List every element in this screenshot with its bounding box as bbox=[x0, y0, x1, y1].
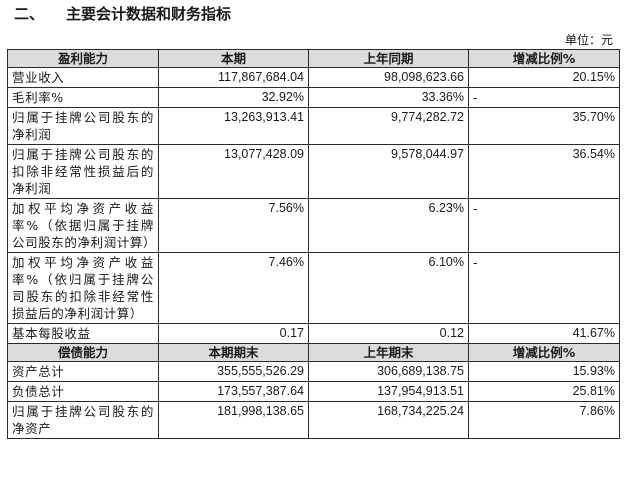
current-value: 13,077,428.09 bbox=[158, 144, 309, 199]
solvency-header-row: 偿债能力 本期期末 上年期末 增减比例% bbox=[7, 343, 620, 362]
current-value: 181,998,138.65 bbox=[158, 401, 309, 439]
table-row: 归属于挂牌公司股东的净利润 13,263,913.41 9,774,282.72… bbox=[7, 107, 620, 145]
change-value: - bbox=[468, 198, 620, 253]
section-number: 二、 bbox=[14, 5, 45, 23]
header-cell: 本期 bbox=[158, 49, 309, 68]
header-cell: 上年期末 bbox=[308, 343, 469, 362]
current-value: 7.46% bbox=[158, 252, 309, 324]
row-label: 毛利率% bbox=[7, 87, 159, 108]
row-label: 基本每股收益 bbox=[7, 323, 159, 344]
profitability-header-row: 盈利能力 本期 上年同期 增减比例% bbox=[7, 49, 620, 68]
current-value: 355,555,526.29 bbox=[158, 361, 309, 382]
current-value: 32.92% bbox=[158, 87, 309, 108]
row-label: 加权平均净资产收益率%（依据归属于挂牌公司股东的净利润计算） bbox=[7, 198, 159, 253]
current-value: 117,867,684.04 bbox=[158, 67, 309, 88]
change-value: 15.93% bbox=[468, 361, 620, 382]
prior-value: 137,954,913.51 bbox=[308, 381, 469, 402]
current-value: 7.56% bbox=[158, 198, 309, 253]
change-value: 36.54% bbox=[468, 144, 620, 199]
current-value: 173,557,387.64 bbox=[158, 381, 309, 402]
table-row: 归属于挂牌公司股东的扣除非经常性损益后的净利润 13,077,428.09 9,… bbox=[7, 144, 620, 199]
header-cell: 增减比例% bbox=[468, 49, 620, 68]
table-row: 归属于挂牌公司股东的净资产 181,998,138.65 168,734,225… bbox=[7, 401, 620, 439]
prior-value: 9,774,282.72 bbox=[308, 107, 469, 145]
prior-value: 306,689,138.75 bbox=[308, 361, 469, 382]
header-cell: 上年同期 bbox=[308, 49, 469, 68]
prior-value: 168,734,225.24 bbox=[308, 401, 469, 439]
section-title: 主要会计数据和财务指标 bbox=[66, 5, 232, 23]
current-value: 0.17 bbox=[158, 323, 309, 344]
change-value: - bbox=[468, 87, 620, 108]
table-row: 加权平均净资产收益率%（依归属于挂牌公司股东的扣除非经常性损益后的净利润计算） … bbox=[7, 252, 620, 324]
row-label: 归属于挂牌公司股东的净利润 bbox=[7, 107, 159, 145]
header-cell: 偿债能力 bbox=[7, 343, 159, 362]
change-value: 25.81% bbox=[468, 381, 620, 402]
prior-value: 9,578,044.97 bbox=[308, 144, 469, 199]
header-cell: 本期期末 bbox=[158, 343, 309, 362]
table-row: 毛利率% 32.92% 33.36% - bbox=[7, 87, 620, 108]
change-value: 20.15% bbox=[468, 67, 620, 88]
change-value: 41.67% bbox=[468, 323, 620, 344]
table-row: 基本每股收益 0.17 0.12 41.67% bbox=[7, 323, 620, 344]
prior-value: 6.23% bbox=[308, 198, 469, 253]
row-label: 归属于挂牌公司股东的扣除非经常性损益后的净利润 bbox=[7, 144, 159, 199]
prior-value: 98,098,623.66 bbox=[308, 67, 469, 88]
table-row: 资产总计 355,555,526.29 306,689,138.75 15.93… bbox=[7, 361, 620, 382]
unit-label: 单位：元 bbox=[564, 33, 613, 47]
header-cell: 盈利能力 bbox=[7, 49, 159, 68]
row-label: 负债总计 bbox=[7, 381, 159, 402]
table-row: 负债总计 173,557,387.64 137,954,913.51 25.81… bbox=[7, 381, 620, 402]
prior-value: 0.12 bbox=[308, 323, 469, 344]
header-cell: 增减比例% bbox=[468, 343, 620, 362]
current-value: 13,263,913.41 bbox=[158, 107, 309, 145]
financial-indicators-table: 盈利能力 本期 上年同期 增减比例% 营业收入 117,867,684.04 9… bbox=[7, 49, 620, 439]
prior-value: 6.10% bbox=[308, 252, 469, 324]
row-label: 营业收入 bbox=[7, 67, 159, 88]
table-row: 营业收入 117,867,684.04 98,098,623.66 20.15% bbox=[7, 67, 620, 88]
change-value: - bbox=[468, 252, 620, 324]
row-label: 加权平均净资产收益率%（依归属于挂牌公司股东的扣除非经常性损益后的净利润计算） bbox=[7, 252, 159, 324]
change-value: 7.86% bbox=[468, 401, 620, 439]
change-value: 35.70% bbox=[468, 107, 620, 145]
row-label: 归属于挂牌公司股东的净资产 bbox=[7, 401, 159, 439]
row-label: 资产总计 bbox=[7, 361, 159, 382]
section-heading: 二、 主要会计数据和财务指标 bbox=[14, 2, 231, 26]
prior-value: 33.36% bbox=[308, 87, 469, 108]
table-row: 加权平均净资产收益率%（依据归属于挂牌公司股东的净利润计算） 7.56% 6.2… bbox=[7, 198, 620, 253]
